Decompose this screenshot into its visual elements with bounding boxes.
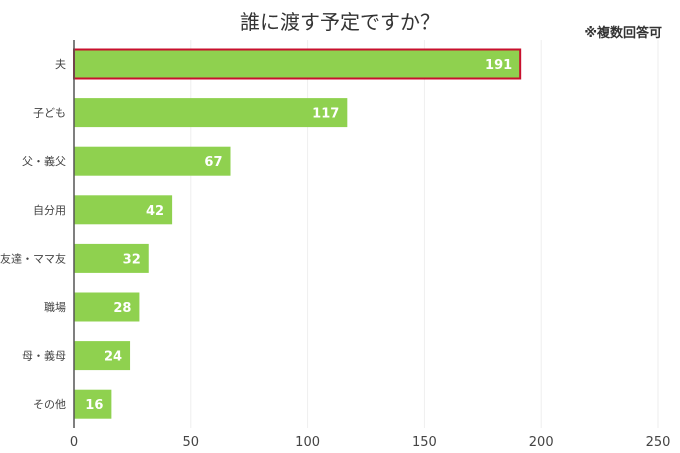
category-label: 友達・ママ友	[0, 251, 66, 265]
data-label: 117	[312, 107, 339, 122]
data-label: 16	[85, 398, 103, 413]
bar	[74, 243, 149, 273]
bar	[74, 341, 131, 371]
data-label: 67	[204, 155, 222, 170]
data-label: 24	[104, 350, 122, 365]
bar	[74, 292, 140, 322]
category-label: その他	[33, 398, 66, 411]
data-label: 28	[113, 301, 131, 316]
category-label: 父・義父	[22, 154, 66, 168]
x-tick-label: 50	[183, 435, 200, 450]
x-tick-label: 0	[70, 435, 78, 450]
x-tick-label: 150	[412, 435, 437, 450]
category-label: 自分用	[33, 204, 66, 217]
data-label: 42	[146, 204, 164, 219]
bar	[74, 98, 348, 128]
category-label: 子ども	[33, 107, 66, 120]
category-label: 母・義母	[22, 349, 66, 363]
chart-title: 誰に渡す予定ですか？	[240, 10, 440, 34]
category-label: 職場	[44, 301, 66, 314]
chart-note: ※複数回答可	[584, 26, 662, 41]
bar	[73, 48, 522, 80]
x-tick-label: 250	[646, 435, 671, 450]
data-label: 32	[123, 252, 141, 267]
bar	[74, 389, 112, 419]
x-tick-label: 100	[295, 435, 320, 450]
category-label: 夫	[55, 58, 66, 71]
x-tick-label: 200	[529, 435, 554, 450]
bar	[74, 195, 173, 225]
data-label: 191	[485, 58, 512, 73]
bar	[74, 146, 231, 176]
